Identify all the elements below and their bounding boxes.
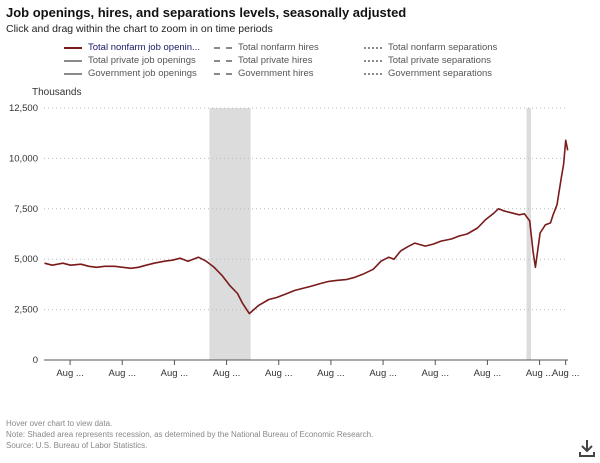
x-tick-label: Aug ...	[526, 368, 553, 379]
legend-swatch	[64, 72, 82, 75]
y-tick-label: 12,500	[9, 103, 38, 114]
chart-subtitle: Click and drag within the chart to zoom …	[6, 23, 273, 35]
y-tick-label: 2,500	[14, 305, 38, 316]
recession-band	[526, 108, 531, 360]
x-tick-label: Aug ...	[109, 368, 136, 379]
legend-swatch	[214, 72, 232, 75]
download-icon	[579, 440, 595, 457]
recession-note: Note: Shaded area represents recession, …	[6, 430, 374, 439]
x-tick-label: Aug ...	[317, 368, 344, 379]
legend-item-total-nonfarm-separations[interactable]: Total nonfarm separations	[364, 42, 534, 53]
legend-label: Total nonfarm job openin...	[88, 42, 200, 53]
y-tick-label: 10,000	[9, 153, 38, 164]
x-tick-label: Aug ...	[265, 368, 292, 379]
recession-band	[209, 108, 251, 360]
download-button[interactable]	[578, 438, 596, 458]
y-tick-label: 5,000	[14, 254, 38, 265]
legend-label: Government hires	[238, 68, 314, 79]
x-tick-label: Aug ...	[56, 368, 83, 379]
series	[44, 139, 569, 315]
legend-swatch	[364, 46, 382, 49]
legend-label: Government job openings	[88, 68, 197, 79]
legend-item-total-nonfarm-hires[interactable]: Total nonfarm hires	[214, 42, 364, 53]
source-note: Source: U.S. Bureau of Labor Statistics.	[6, 441, 148, 450]
legend-item-government-hires[interactable]: Government hires	[214, 68, 364, 79]
legend-item-total-private-separations[interactable]: Total private separations	[364, 55, 534, 66]
x-tick-label: Aug ...	[369, 368, 396, 379]
x-tick-label: Aug ...	[213, 368, 240, 379]
legend-label: Total private separations	[388, 55, 491, 66]
chart-footer: Hover over chart to view data. Note: Sha…	[6, 418, 373, 451]
legend-label: Total nonfarm separations	[388, 42, 498, 53]
y-tick-label: 0	[33, 355, 38, 366]
hover-hint: Hover over chart to view data.	[6, 419, 113, 428]
legend-item-government-job-openings[interactable]: Government job openings	[64, 68, 214, 79]
legend-item-total-private-job-openings[interactable]: Total private job openings	[64, 55, 214, 66]
series-line-total-nonfarm-job-openings	[44, 139, 569, 315]
legend-item-total-nonfarm-job-openings[interactable]: Total nonfarm job openin...	[64, 42, 214, 53]
recession-shading	[209, 108, 531, 360]
legend-swatch	[364, 59, 382, 62]
legend-swatch	[64, 46, 82, 49]
x-tick-label: Aug ...	[552, 368, 579, 379]
legend-swatch	[364, 72, 382, 75]
legend-label: Total private job openings	[88, 55, 196, 66]
y-axis-label: Thousands	[32, 87, 81, 98]
gridlines	[44, 107, 568, 311]
x-tick-label: Aug ...	[474, 368, 501, 379]
legend-label: Total nonfarm hires	[238, 42, 319, 53]
x-tick-label: Aug ...	[422, 368, 449, 379]
legend-label: Government separations	[388, 68, 493, 79]
legend-item-total-private-hires[interactable]: Total private hires	[214, 55, 364, 66]
legend-item-government-separations[interactable]: Government separations	[364, 68, 534, 79]
legend: Total nonfarm job openin... Total nonfar…	[64, 42, 534, 79]
y-tick-label: 7,500	[14, 204, 38, 215]
legend-label: Total private hires	[238, 55, 313, 66]
legend-swatch	[214, 59, 232, 62]
chart-title: Job openings, hires, and separations lev…	[6, 5, 407, 20]
x-tick-label: Aug ...	[161, 368, 188, 379]
legend-swatch	[64, 59, 82, 62]
legend-swatch	[214, 46, 232, 49]
